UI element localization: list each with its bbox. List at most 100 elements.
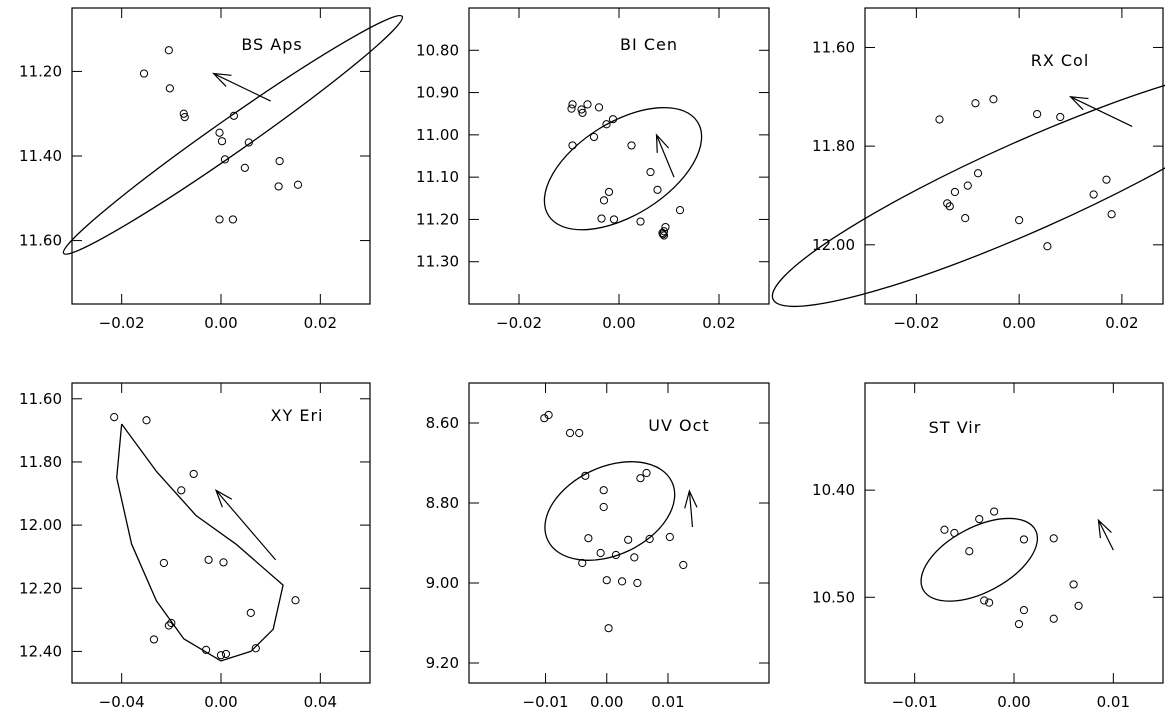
proper-motion-arrow: [1068, 96, 1133, 127]
data-point: [179, 109, 188, 118]
data-point: [1014, 619, 1024, 629]
data-point: [228, 215, 238, 224]
x-tick-label: 0.00: [204, 693, 237, 710]
x-tick-label: 0.00: [997, 693, 1030, 710]
error-ellipse: [920, 517, 1039, 602]
y-tick-label: 10.40: [812, 481, 855, 499]
data-point: [165, 84, 174, 93]
data-point: [229, 111, 239, 120]
data-point: [940, 525, 949, 534]
plot-frame: [864, 382, 1164, 684]
x-tick-label: −0.01: [523, 693, 569, 710]
y-tick-label: 11.60: [812, 38, 855, 56]
proper-motion-arrow: [211, 72, 271, 102]
data-point: [274, 182, 283, 191]
data-point: [624, 535, 633, 544]
data-point: [1049, 614, 1058, 623]
x-tick-label: 0.02: [1105, 314, 1138, 332]
data-point: [1015, 216, 1024, 225]
proper-motion-arrow: [655, 133, 675, 178]
data-point: [985, 598, 994, 607]
data-point: [1089, 190, 1098, 199]
x-tick-label: 0.00: [204, 314, 237, 332]
data-point: [945, 202, 954, 211]
data-point: [215, 215, 224, 224]
data-point: [602, 576, 611, 585]
data-point: [980, 596, 989, 605]
data-point: [142, 416, 151, 425]
data-point: [149, 635, 159, 644]
data-point: [164, 46, 173, 55]
data-point: [180, 112, 189, 122]
data-point: [1049, 534, 1058, 543]
y-tick-label: 11.20: [19, 62, 62, 80]
data-point: [943, 199, 952, 208]
panel-title: RX Col: [1031, 51, 1090, 70]
proper-motion-arrow: [684, 489, 698, 528]
plot-frame: [71, 7, 371, 305]
data-point: [636, 474, 645, 483]
y-tick-label: 11.20: [416, 210, 459, 228]
data-point: [599, 486, 608, 495]
x-tick-label: 0.04: [304, 693, 337, 710]
error-ellipse: [543, 106, 703, 231]
data-point: [659, 231, 669, 240]
y-tick-label: 11.00: [416, 126, 459, 144]
data-point: [653, 185, 662, 194]
y-tick-label: 12.00: [19, 516, 62, 534]
error-ellipse: [62, 14, 404, 255]
data-point: [636, 217, 645, 226]
data-point: [177, 486, 186, 495]
data-point: [251, 644, 260, 653]
panel-title: ST Vir: [929, 418, 982, 437]
data-point: [1056, 112, 1065, 122]
y-tick-label: 9.00: [426, 574, 459, 592]
error-contour: [116, 423, 284, 662]
data-point: [963, 181, 972, 190]
panel-title: BI Cen: [620, 35, 678, 54]
y-tick-label: 11.60: [19, 232, 62, 250]
data-point: [215, 128, 224, 137]
plot-frame: [864, 7, 1164, 305]
data-point: [990, 507, 999, 516]
plot-frame: [468, 7, 770, 305]
data-point: [965, 547, 974, 556]
data-point: [110, 413, 119, 422]
data-point: [935, 115, 944, 124]
data-point: [973, 169, 983, 178]
data-point: [291, 596, 300, 605]
data-point: [1019, 606, 1029, 615]
x-tick-label: −0.02: [496, 314, 542, 332]
data-point: [597, 214, 606, 223]
panel-bs-aps: −0.02 0.00 0.02 11.20 11.40 11.60 BS Aps: [19, 7, 404, 332]
panel-title: XY Eri: [271, 406, 324, 425]
x-tick-label: 0.00: [1002, 314, 1035, 332]
data-point: [567, 104, 576, 113]
y-tick-label: 8.60: [426, 414, 459, 432]
data-point: [581, 471, 590, 480]
data-point: [646, 167, 655, 177]
data-point: [1043, 242, 1052, 251]
y-tick-label: 12.20: [19, 579, 62, 597]
data-point: [604, 624, 613, 633]
data-point: [217, 137, 227, 146]
data-point: [1074, 601, 1083, 610]
data-point: [645, 534, 654, 544]
data-point: [216, 651, 226, 660]
x-tick-label: 0.00: [602, 314, 635, 332]
data-point: [1107, 210, 1116, 219]
data-point: [204, 555, 213, 564]
proper-motion-arrow: [1097, 518, 1114, 551]
panel-uv-oct: −0.01 0.00 0.01 8.60 8.80 9.00 9.20 UV Oct: [426, 382, 770, 710]
data-point: [679, 560, 688, 570]
x-tick-label: 0.00: [590, 693, 623, 710]
data-point: [599, 502, 608, 512]
data-point: [1102, 175, 1111, 184]
data-point: [630, 553, 639, 562]
data-point: [219, 558, 228, 567]
data-point: [568, 141, 577, 150]
data-point: [577, 105, 586, 114]
data-point: [602, 120, 611, 129]
data-point: [611, 550, 621, 560]
